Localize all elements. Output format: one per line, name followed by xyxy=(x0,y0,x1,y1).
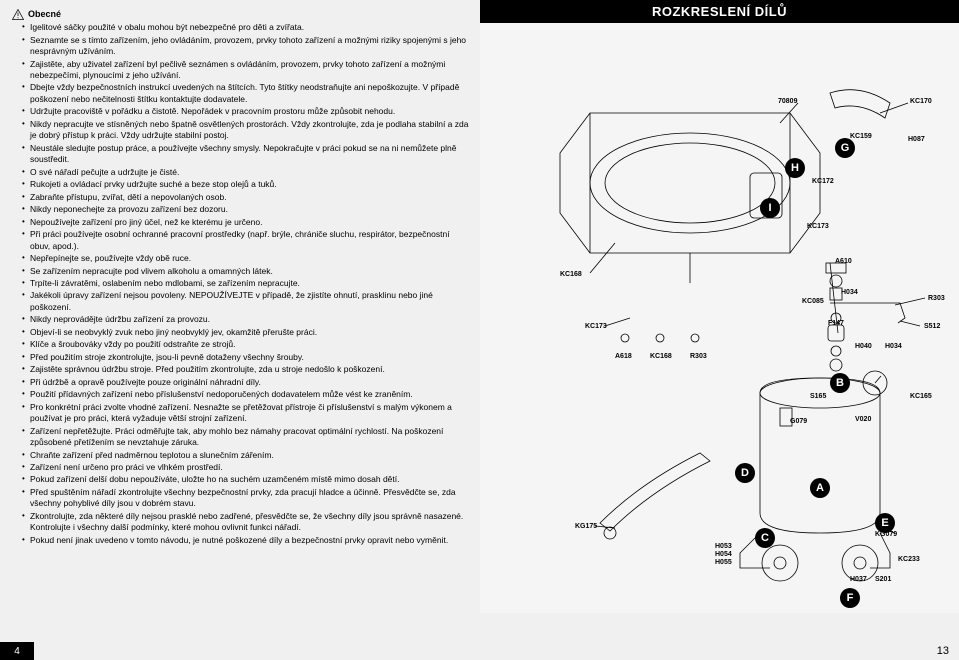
bullet-item: Klíče a šroubováky vždy po použití odstr… xyxy=(22,339,470,350)
callout-h: H xyxy=(785,158,805,178)
part-label: H087 xyxy=(908,136,925,143)
bullet-item: Zajistěte správnou údržbu stroje. Před p… xyxy=(22,364,470,375)
bullet-item: Použití přídavných zařízení nebo přísluš… xyxy=(22,389,470,400)
part-label: H034 xyxy=(885,343,902,350)
part-label: R303 xyxy=(928,295,945,302)
callout-a: A xyxy=(810,478,830,498)
callout-c: C xyxy=(755,528,775,548)
bullet-item: Pokud zařízení delší dobu nepoužíváte, u… xyxy=(22,474,470,485)
bullet-item: Před spuštěním nářadí zkontrolujte všech… xyxy=(22,487,470,510)
part-label: KC168 xyxy=(560,271,582,278)
bullet-item: Před použitím stroje zkontrolujte, jsou-… xyxy=(22,352,470,363)
callout-b: B xyxy=(830,373,850,393)
exploded-diagram: G HI B D A C E F 70809 KC170 H087 KC159 KC172 KC173 A… xyxy=(480,23,959,613)
part-label: H055 xyxy=(715,559,732,566)
part-label: S512 xyxy=(924,323,940,330)
part-label: KC170 xyxy=(910,98,932,105)
bullet-item: Při údržbě a opravě používejte pouze ori… xyxy=(22,377,470,388)
part-label: KC173 xyxy=(585,323,607,330)
bullet-item: O své nářadí pečujte a udržujte je čisté… xyxy=(22,167,470,178)
section-title: Obecné xyxy=(12,8,470,20)
part-label: R303 xyxy=(690,353,707,360)
bullet-item: Nepoužívejte zařízení pro jiný účel, než… xyxy=(22,217,470,228)
part-label: H034 xyxy=(841,289,858,296)
diagram-header: ROZKRESLENÍ DÍLŮ xyxy=(480,0,959,23)
part-label: KC233 xyxy=(898,556,920,563)
bullet-item: Objeví-li se neobvyklý zvuk nebo jiný ne… xyxy=(22,327,470,338)
bullet-item: Pro konkrétní práci zvolte vhodné zaříze… xyxy=(22,402,470,425)
part-label: 70809 xyxy=(778,98,797,105)
bullet-item: Při práci používejte osobní ochranné pra… xyxy=(22,229,470,252)
callout-d: D xyxy=(735,463,755,483)
bullet-item: Seznamte se s tímto zařízením, jeho ovlá… xyxy=(22,35,470,58)
callout-i: I xyxy=(760,198,780,218)
bullet-item: Udržujte pracoviště v pořádku a čistotě.… xyxy=(22,106,470,117)
part-label: KG175 xyxy=(575,523,597,530)
part-label: S165 xyxy=(810,393,826,400)
bullet-item: Zabraňte přístupu, zvířat, dětí a nepovo… xyxy=(22,192,470,203)
safety-bullets: Igelitové sáčky použité v obalu mohou bý… xyxy=(12,22,470,546)
part-label: S201 xyxy=(875,576,891,583)
bullet-item: Zařízení není určeno pro práci ve vlhkém… xyxy=(22,462,470,473)
bullet-item: Pokud není jinak uvedeno v tomto návodu,… xyxy=(22,535,470,546)
callout-e: E xyxy=(875,513,895,533)
bullet-item: Chraňte zařízení před nadměrnou teplotou… xyxy=(22,450,470,461)
part-label: KG079 xyxy=(875,531,897,538)
callout-g: G xyxy=(835,138,855,158)
part-label: V020 xyxy=(855,416,871,423)
bullet-item: Se zařízením nepracujte pod vlivem alkoh… xyxy=(22,266,470,277)
part-label: KC168 xyxy=(650,353,672,360)
part-label: KC172 xyxy=(812,178,834,185)
part-label: H053 xyxy=(715,543,732,550)
callout-f: F xyxy=(840,588,860,608)
part-label: F147 xyxy=(828,320,844,327)
part-label: A610 xyxy=(835,258,852,265)
part-label: KC165 xyxy=(910,393,932,400)
part-label: KC159 xyxy=(850,133,872,140)
section-title-text: Obecné xyxy=(28,8,61,20)
part-label: G079 xyxy=(790,418,807,425)
part-label: H054 xyxy=(715,551,732,558)
bullet-item: Nikdy neponechejte za provozu zařízení b… xyxy=(22,204,470,215)
bullet-item: Rukojeti a ovládací prvky udržujte suché… xyxy=(22,179,470,190)
part-label: KC085 xyxy=(802,298,824,305)
part-label: KC173 xyxy=(807,223,829,230)
bullet-item: Zajistěte, aby uživatel zařízení byl peč… xyxy=(22,59,470,82)
bullet-item: Dbejte vždy bezpečnostních instrukcí uve… xyxy=(22,82,470,105)
warning-icon xyxy=(12,9,24,20)
page-number-right: 13 xyxy=(927,642,959,660)
bullet-item: Igelitové sáčky použité v obalu mohou bý… xyxy=(22,22,470,33)
bullet-item: Jakékoli úpravy zařízení nejsou povoleny… xyxy=(22,290,470,313)
bullet-item: Trpíte-li závratěmi, oslabením nebo mdlo… xyxy=(22,278,470,289)
bullet-item: Nikdy neprovádějte údržbu zařízení za pr… xyxy=(22,314,470,325)
page-number-left: 4 xyxy=(0,642,34,660)
part-label: H040 xyxy=(855,343,872,350)
bullet-item: Zařízení nepřetěžujte. Práci odměřujte t… xyxy=(22,426,470,449)
part-label: A618 xyxy=(615,353,632,360)
bullet-item: Nikdy nepracujte ve stísněných nebo špat… xyxy=(22,119,470,142)
bullet-item: Zkontrolujte, zda některé díly nejsou pr… xyxy=(22,511,470,534)
part-label: H037 xyxy=(850,576,867,583)
bullet-item: Nepřepínejte se, používejte vždy obě ruc… xyxy=(22,253,470,264)
bullet-item: Neustále sledujte postup práce, a použív… xyxy=(22,143,470,166)
